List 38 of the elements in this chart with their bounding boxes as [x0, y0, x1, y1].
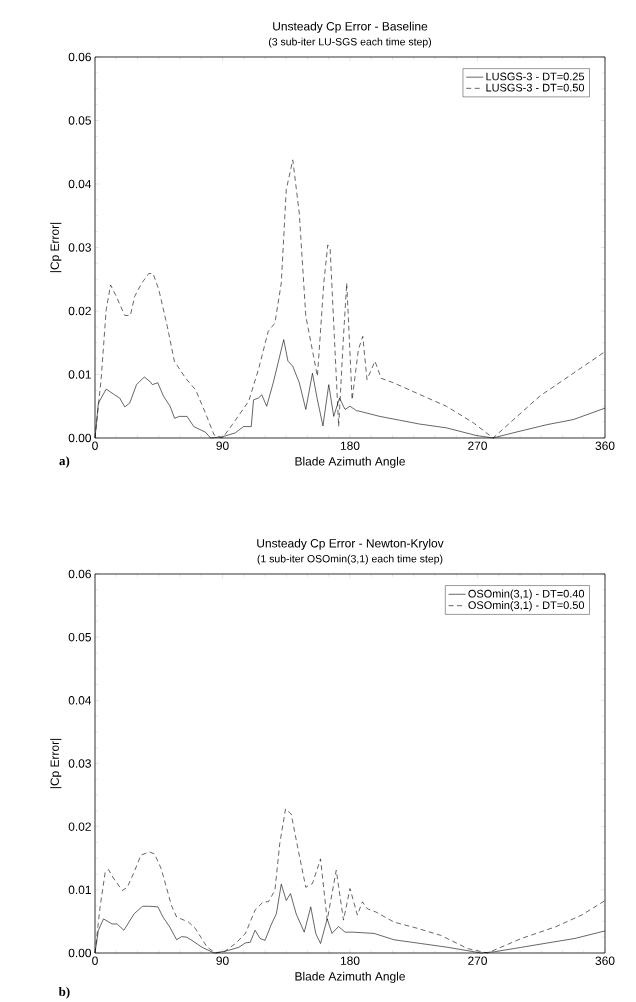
- x-tick-label: 90: [216, 956, 229, 965]
- y-tick-label: 0.03: [68, 759, 91, 768]
- y-axis-title: |Cp Error|: [50, 738, 62, 789]
- chart-title: Unsteady Cp Error - Baseline: [273, 21, 428, 33]
- y-tick-label: 0.04: [68, 179, 92, 189]
- legend-label: OSOmin(3,1) - DT=0.40: [468, 589, 585, 600]
- x-tick-label: 90: [216, 441, 229, 450]
- x-axis-title: Blade Azimuth Angle: [295, 971, 405, 983]
- x-tick-label: 360: [595, 441, 615, 450]
- x-tick-label: 360: [595, 956, 615, 965]
- x-tick-label: 180: [340, 956, 360, 965]
- y-tick-label: 0.02: [68, 306, 91, 316]
- y-tick-label: 0.03: [68, 243, 91, 252]
- y-tick-label: 0.00: [68, 433, 92, 443]
- chart-subtitle: (1 sub-iter OSOmin(3,1) each time step): [257, 554, 443, 565]
- x-tick-label: 0: [92, 441, 98, 450]
- legend-label: LUSGS-3 - DT=0.50: [486, 83, 585, 92]
- y-tick-label: 0.06: [68, 52, 91, 62]
- y-axis-title: |Cp Error|: [50, 222, 62, 273]
- chart-title: Unsteady Cp Error - Newton-Krylov: [257, 538, 444, 550]
- text: b): [58, 986, 70, 999]
- y-tick-label: 0.05: [68, 116, 91, 125]
- x-tick-label: 0: [92, 956, 98, 965]
- legend-label: LUSGS-3 - DT=0.25: [486, 72, 585, 81]
- legend-label: OSOmin(3,1) - DT=0.50: [468, 600, 585, 612]
- y-tick-label: 0.02: [68, 822, 91, 831]
- y-tick-label: 0.01: [68, 885, 91, 895]
- text: a): [59, 456, 70, 468]
- y-tick-label: 0.04: [68, 696, 92, 705]
- y-tick-label: 0.06: [68, 569, 91, 579]
- chart-subtitle: (3 sub-iter LU-SGS each time step): [268, 37, 432, 48]
- x-tick-label: 270: [468, 441, 488, 450]
- y-tick-label: 0.01: [68, 370, 91, 379]
- y-tick-label: 0.00: [68, 948, 92, 958]
- x-axis-title: Blade Azimuth Angle: [295, 456, 405, 468]
- x-tick-label: 180: [340, 441, 360, 450]
- y-tick-label: 0.05: [68, 632, 91, 642]
- x-tick-label: 270: [468, 956, 488, 965]
